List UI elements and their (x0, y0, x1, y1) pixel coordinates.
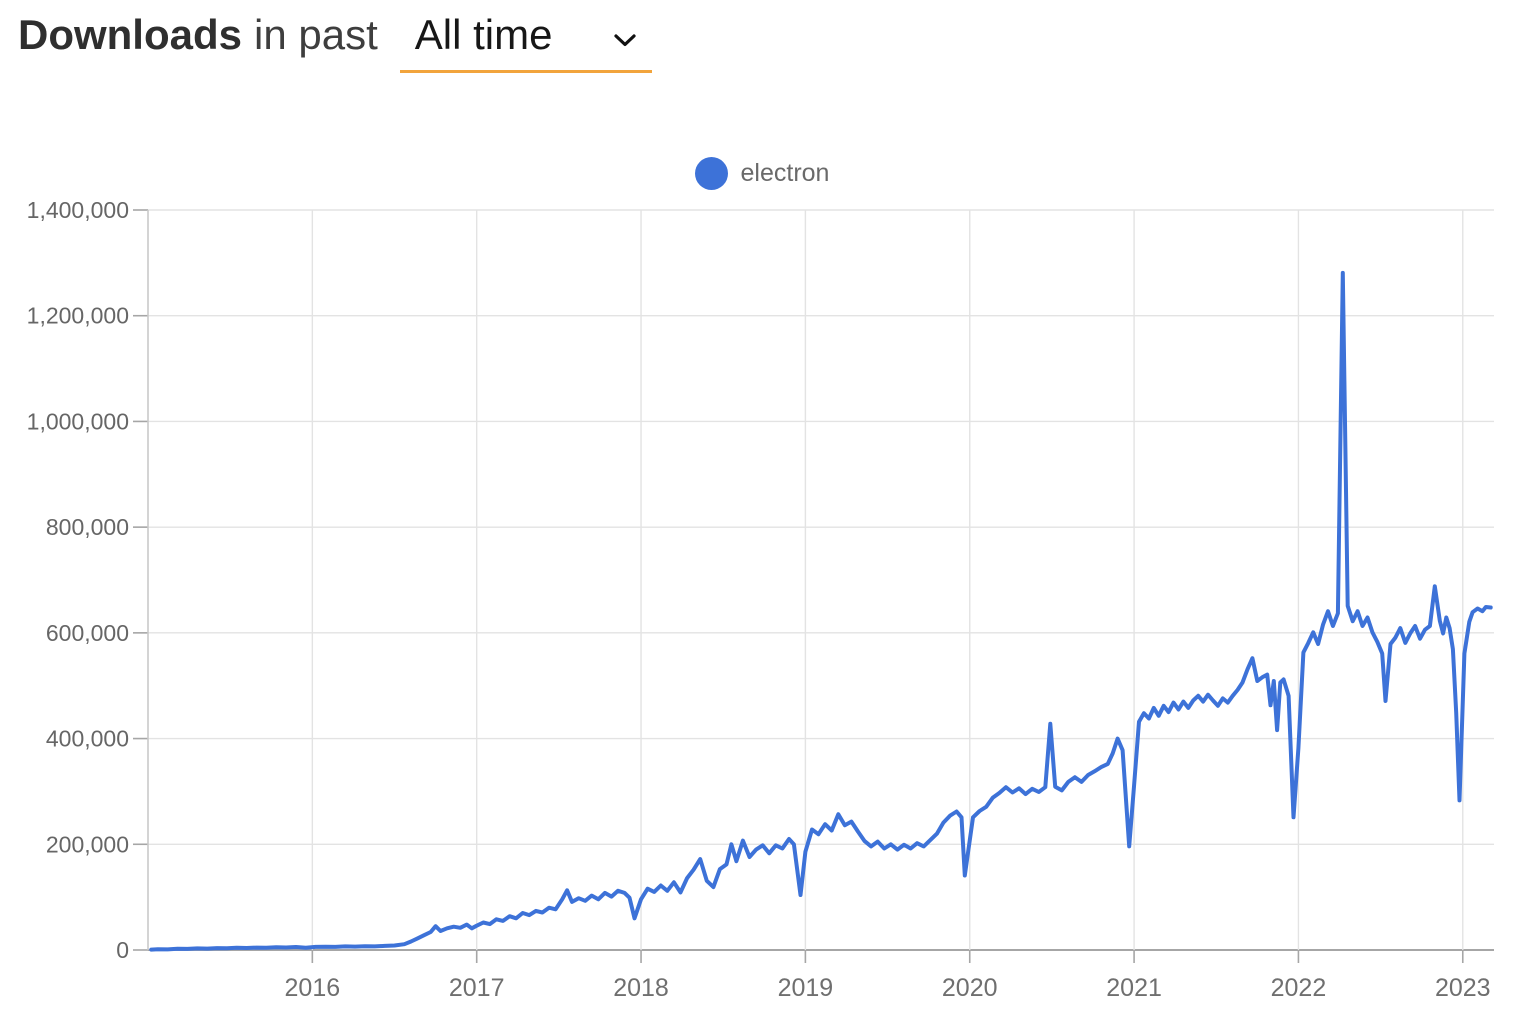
series-line-electron (149, 270, 1493, 952)
chart-header: Downloads in past All time (18, 6, 652, 73)
chevron-down-icon (614, 33, 636, 46)
x-tick-label: 2018 (613, 974, 669, 1002)
y-tick-label: 1,400,000 (27, 197, 129, 223)
y-tick-label: 1,200,000 (27, 303, 129, 329)
x-tick-label: 2019 (778, 974, 834, 1002)
legend-label-electron: electron (740, 159, 830, 187)
page-title: Downloads (18, 11, 243, 58)
y-tick-label: 1,000,000 (27, 408, 129, 434)
x-tick-label: 2017 (449, 974, 505, 1002)
y-tick-label: 600,000 (46, 620, 129, 646)
period-select[interactable]: All time (399, 6, 652, 73)
x-tick-label: 2016 (285, 974, 341, 1002)
x-tick-label: 2023 (1435, 974, 1491, 1002)
chart-legend: electron (0, 157, 1524, 190)
y-tick-label: 800,000 (46, 514, 129, 540)
y-tick-label: 400,000 (46, 726, 129, 752)
legend-dot-electron (694, 157, 728, 190)
x-tick-label: 2021 (1106, 974, 1162, 1002)
y-tick-label: 0 (116, 937, 129, 963)
x-tick-label: 2020 (942, 974, 998, 1002)
y-tick-label: 200,000 (46, 831, 129, 857)
page-title-suffix: in past (254, 11, 378, 58)
period-selected-value: All time (414, 11, 553, 58)
x-tick-label: 2022 (1271, 974, 1327, 1002)
